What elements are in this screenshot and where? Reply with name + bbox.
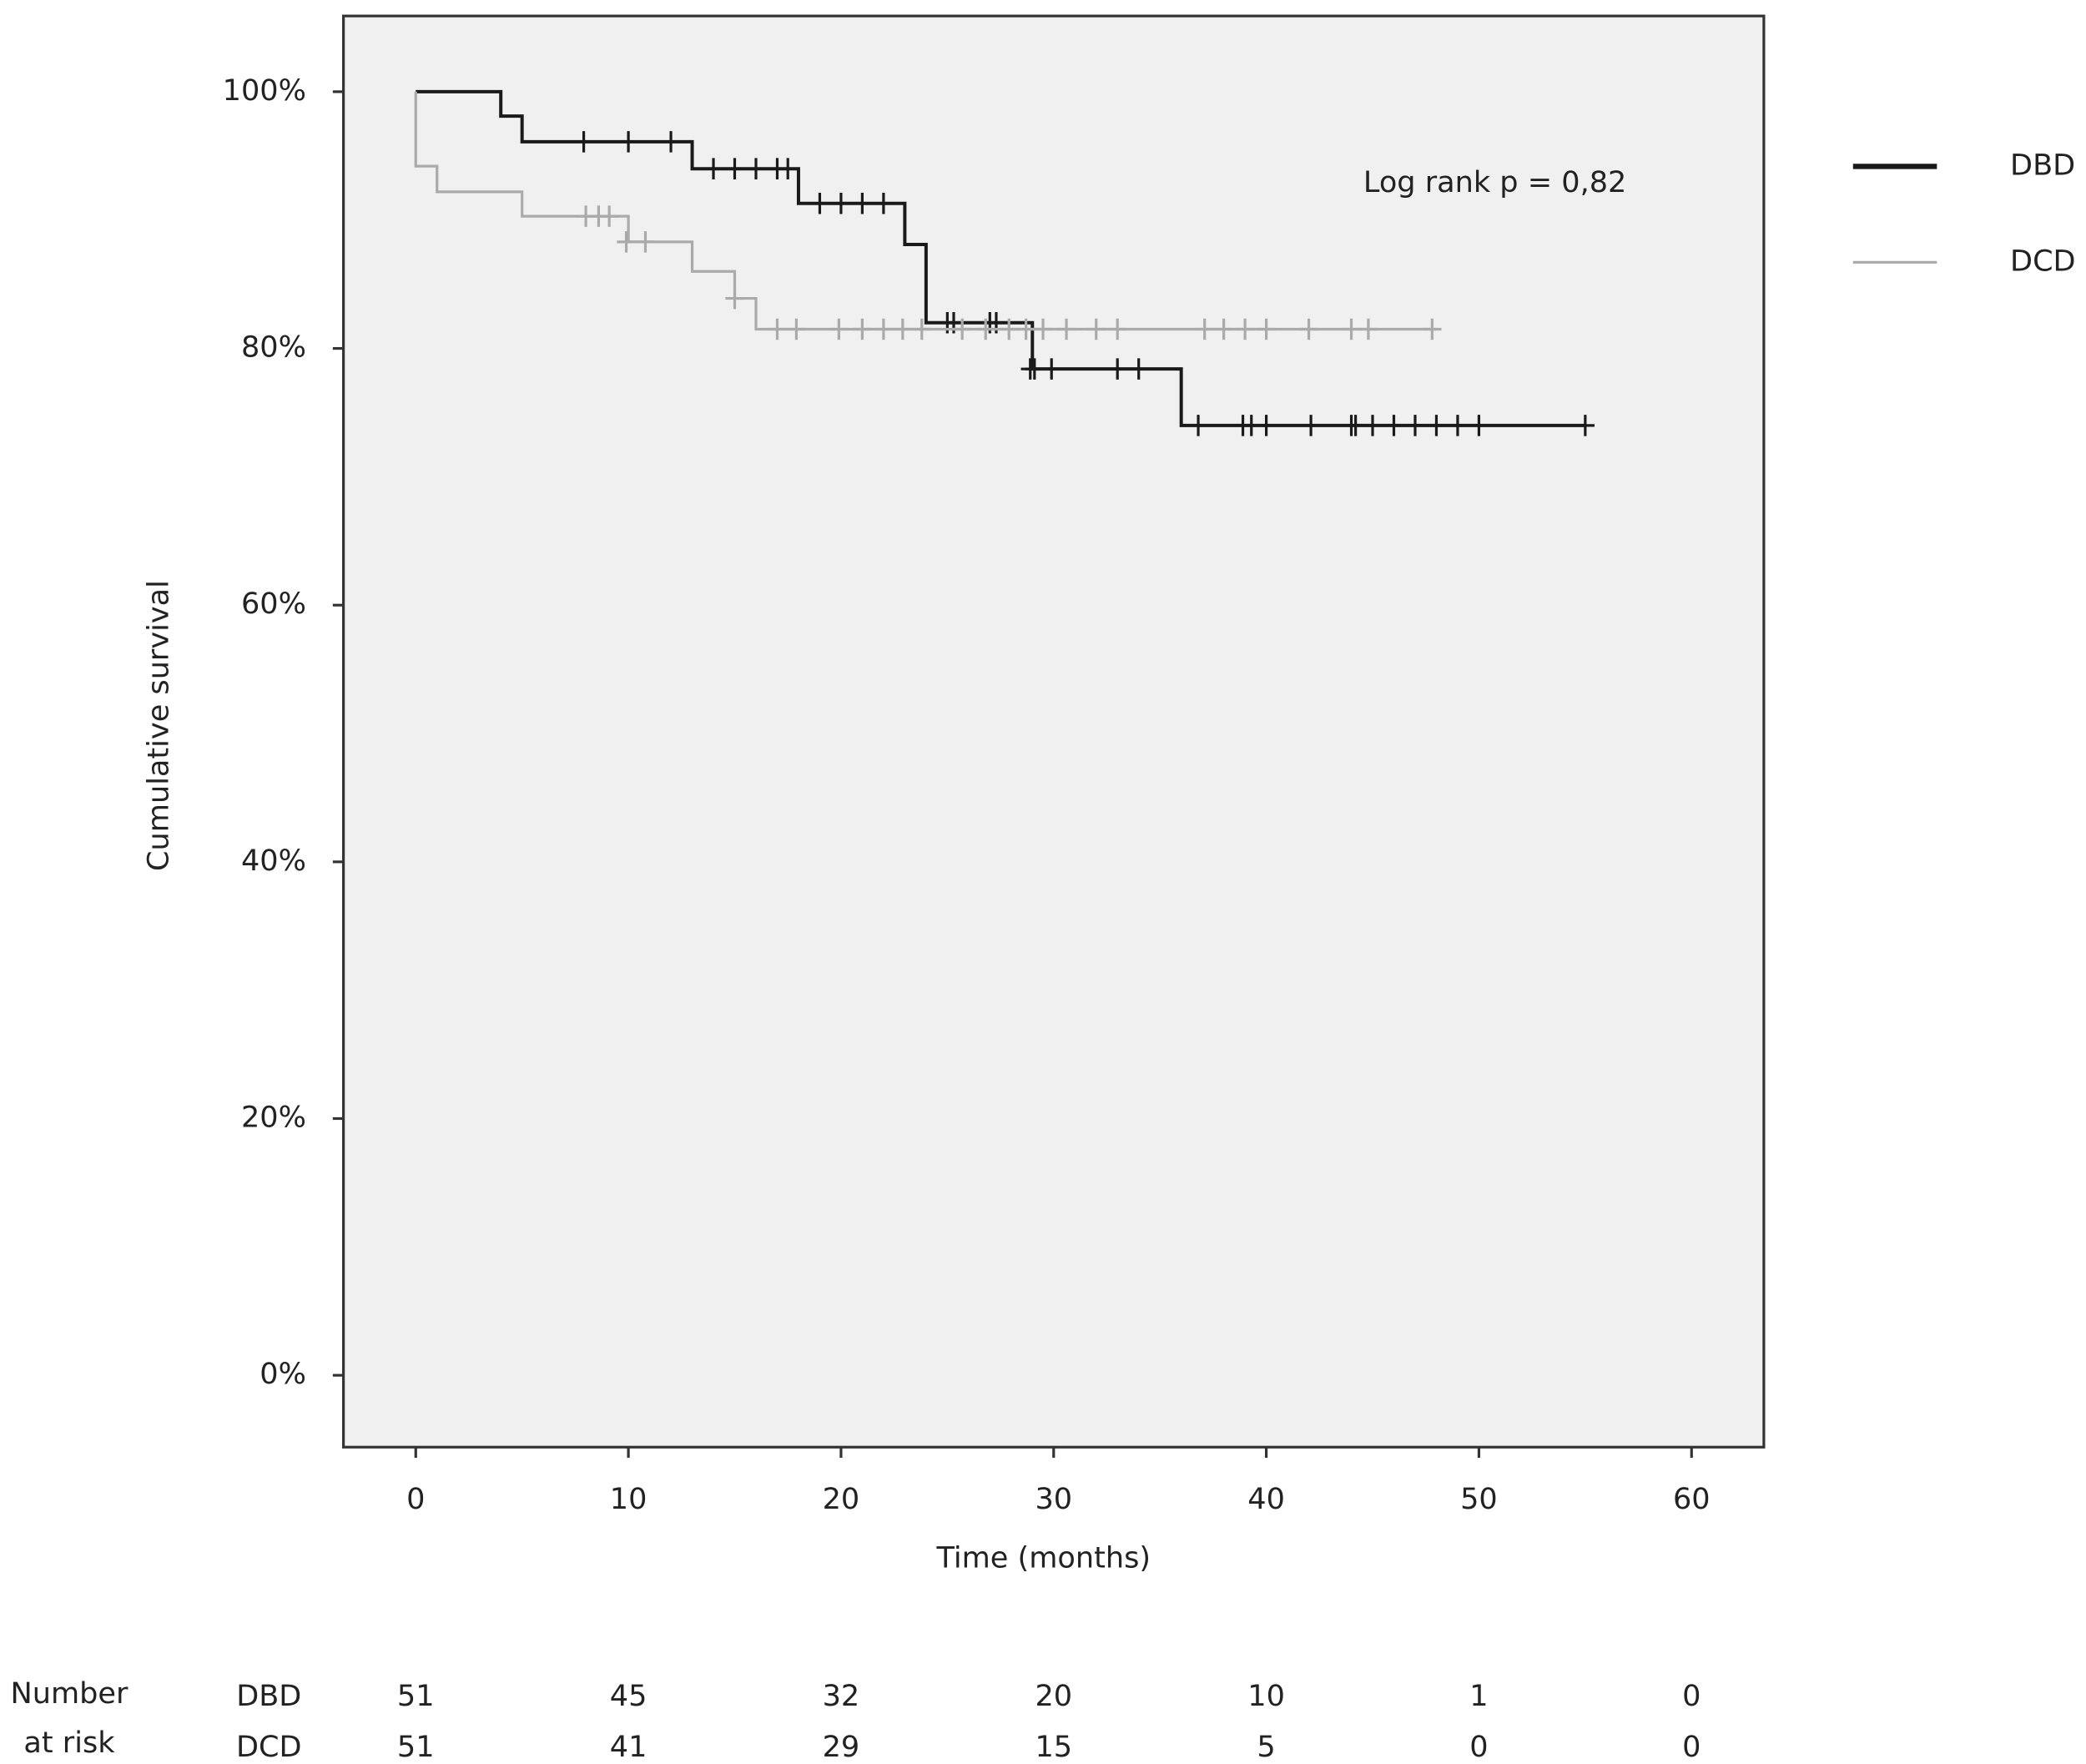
censor-mark (1056, 318, 1076, 340)
y-tick-label: 20% (241, 1100, 306, 1134)
risk-count: 0 (1469, 1730, 1488, 1764)
legend-label: DBD (2010, 148, 2075, 182)
censor-mark (853, 318, 872, 340)
censor-mark (1016, 318, 1035, 340)
risk-count: 51 (397, 1679, 435, 1713)
censor-mark (725, 158, 744, 179)
risk-count: 0 (1682, 1730, 1701, 1764)
censor-mark (1214, 318, 1233, 340)
censor-mark (746, 158, 766, 179)
risk-count: 29 (823, 1730, 860, 1764)
censor-mark (1423, 318, 1442, 340)
censor-mark (1257, 318, 1276, 340)
x-tick-label: 10 (610, 1482, 647, 1516)
censor-mark (1257, 415, 1276, 436)
x-axis-label: Time (months) (936, 1540, 1151, 1575)
censor-mark (1086, 318, 1106, 340)
risk-count: 5 (1257, 1730, 1275, 1764)
risk-table-label: Number (11, 1676, 128, 1711)
y-tick-label: 60% (241, 587, 306, 621)
censor-mark (1301, 415, 1321, 436)
y-axis-label: Cumulative survival (141, 580, 175, 871)
risk-count: 45 (610, 1679, 647, 1713)
censor-mark (574, 131, 593, 153)
censor-mark (1427, 415, 1446, 436)
risk-group-label: DBD (236, 1679, 301, 1713)
risk-count: 41 (610, 1730, 647, 1764)
censor-mark (1384, 415, 1403, 436)
censor-mark (912, 318, 931, 340)
censor-mark (787, 318, 806, 340)
censor-mark (1363, 415, 1383, 436)
censor-mark (874, 192, 894, 214)
x-tick-label: 40 (1247, 1482, 1285, 1516)
x-tick-label: 50 (1460, 1482, 1498, 1516)
censor-mark (1346, 415, 1365, 436)
censor-mark (810, 192, 829, 214)
x-tick-label: 20 (823, 1482, 860, 1516)
risk-count: 20 (1035, 1679, 1072, 1713)
censor-mark (661, 131, 681, 153)
risk-count: 10 (1247, 1679, 1285, 1713)
censor-mark (953, 318, 972, 340)
risk-count: 1 (1469, 1679, 1488, 1713)
y-tick-label: 80% (241, 330, 306, 365)
censor-mark (893, 318, 912, 340)
censor-mark (636, 231, 655, 253)
risk-count: 51 (397, 1730, 435, 1764)
censor-mark (1129, 358, 1148, 380)
censor-mark (703, 158, 723, 179)
censor-mark (1108, 358, 1127, 380)
x-tick-label: 0 (406, 1482, 425, 1516)
censor-mark (1358, 318, 1378, 340)
censor-mark (599, 205, 619, 227)
censor-mark (1448, 415, 1468, 436)
y-tick-label: 40% (241, 844, 306, 878)
censor-mark (1405, 415, 1425, 436)
censor-mark (874, 318, 894, 340)
risk-table-label: at risk (23, 1726, 115, 1760)
censor-mark (778, 158, 798, 179)
plot-area (342, 14, 1766, 1449)
legend-label: DCD (2010, 244, 2076, 278)
censor-mark (617, 231, 636, 253)
censor-mark (1188, 415, 1208, 436)
x-tick-label: 30 (1035, 1482, 1072, 1516)
censor-mark (618, 131, 638, 153)
censor-mark (1299, 318, 1318, 340)
x-tick-label: 60 (1673, 1482, 1711, 1516)
censor-mark (1469, 415, 1489, 436)
censor-mark (1000, 318, 1019, 340)
censor-mark (853, 192, 872, 214)
censor-mark (1108, 318, 1127, 340)
censor-mark (1195, 318, 1214, 340)
risk-count: 0 (1682, 1679, 1701, 1713)
censor-mark (829, 318, 849, 340)
censor-mark (1575, 415, 1595, 436)
censor-mark (1033, 318, 1053, 340)
censor-mark (725, 287, 744, 310)
censor-mark (831, 192, 851, 214)
censor-mark (1042, 358, 1061, 380)
annotation: Log rank p = 0,82 (1363, 165, 1626, 199)
censor-mark (1342, 318, 1361, 340)
risk-group-label: DCD (236, 1730, 302, 1764)
censor-mark (1235, 318, 1255, 340)
y-tick-label: 100% (223, 73, 306, 108)
risk-count: 32 (823, 1679, 860, 1713)
censor-mark (1025, 358, 1044, 380)
censor-mark (976, 318, 995, 340)
censor-mark (768, 318, 787, 340)
y-tick-label: 0% (259, 1357, 306, 1391)
risk-count: 15 (1035, 1730, 1072, 1764)
